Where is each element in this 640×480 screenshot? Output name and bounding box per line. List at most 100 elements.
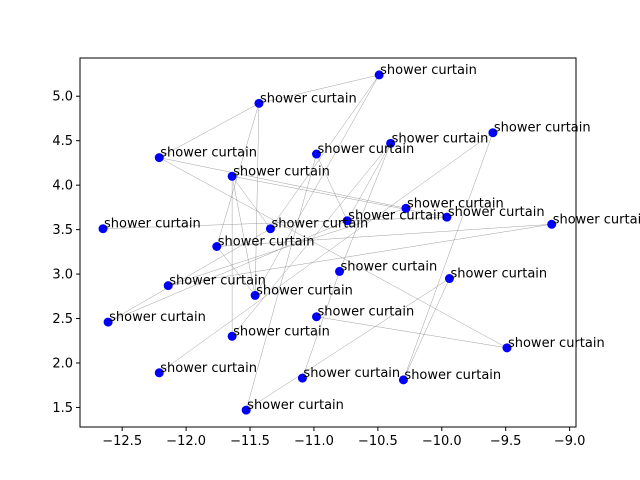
points-layer (98, 70, 557, 415)
point-label: shower curtain (553, 212, 640, 227)
edge-line (246, 278, 450, 411)
data-point (488, 128, 498, 138)
point-label: shower curtain (218, 235, 315, 250)
edge-line (254, 103, 260, 296)
data-point (265, 224, 275, 234)
edge-line (159, 132, 494, 373)
edge-line (302, 271, 340, 379)
point-label: shower curtain (109, 310, 206, 325)
point-label: shower curtain (260, 91, 357, 106)
y-tick-label: 2.5 (52, 312, 73, 327)
x-tick-label: −9.5 (490, 434, 522, 449)
x-tick-label: −12.0 (166, 434, 206, 449)
point-label: shower curtain (233, 164, 330, 179)
point-label: shower curtain (233, 324, 330, 339)
y-tick-label: 4.0 (52, 179, 73, 194)
data-point (398, 375, 408, 385)
data-point (227, 171, 237, 181)
data-point (250, 290, 260, 300)
plot-frame (79, 57, 577, 428)
point-label: shower curtain (160, 146, 257, 161)
point-label: shower curtain (341, 259, 438, 274)
data-point (374, 70, 384, 80)
point-label: shower curtain (247, 398, 344, 413)
point-label: shower curtain (303, 366, 400, 381)
edge-line (316, 316, 508, 349)
point-label: shower curtain (317, 305, 414, 320)
data-point (547, 219, 557, 229)
y-tick-label: 2.0 (52, 356, 73, 371)
x-tick-label: −10.0 (422, 434, 462, 449)
edge-line (254, 74, 380, 296)
edge-line (245, 153, 317, 411)
data-point (227, 331, 237, 341)
data-point (297, 373, 307, 383)
x-tick-label: −12.5 (102, 434, 142, 449)
edge-line (108, 220, 348, 323)
edge-line (231, 143, 391, 337)
edge-line (216, 224, 552, 247)
x-tick-label: −10.5 (358, 434, 398, 449)
data-point (103, 317, 113, 327)
edge-line (159, 157, 407, 209)
edge-line (159, 103, 260, 158)
data-point (444, 274, 454, 284)
y-tick-label: 5.0 (52, 90, 73, 105)
point-label: shower curtain (348, 209, 445, 224)
x-tick-label: −9.0 (554, 434, 586, 449)
edge-line (316, 153, 348, 221)
x-tick-label: −11.0 (294, 434, 334, 449)
data-point (502, 343, 512, 353)
data-point (401, 203, 411, 213)
point-label: shower curtain (104, 217, 201, 232)
data-point (311, 312, 321, 322)
point-label: shower curtain (271, 217, 368, 232)
point-label: shower curtain (450, 267, 547, 282)
y-axis: 1.5 2.0 2.5 3.0 3.5 4.0 4.5 5.0 (52, 90, 80, 416)
x-axis: −12.5 −12.0 −11.5 −11.0 −10.5 −10.0 −9.5 −9.0 (102, 427, 585, 449)
point-label: shower curtain (404, 368, 501, 383)
data-point (154, 368, 164, 378)
edge-line (346, 143, 391, 221)
point-label: shower curtain (256, 283, 353, 298)
point-label: shower curtain (169, 274, 266, 289)
point-label: shower curtain (448, 205, 545, 220)
data-point (442, 212, 452, 222)
edge-line (107, 228, 271, 323)
y-tick-label: 3.5 (52, 223, 73, 238)
data-point (254, 98, 264, 108)
data-point (241, 405, 251, 415)
y-tick-label: 3.0 (52, 268, 73, 283)
point-label: shower curtain (494, 121, 591, 136)
edge-line (232, 176, 447, 218)
data-point (311, 149, 321, 159)
edge-line (168, 224, 552, 286)
edge-line (258, 74, 380, 104)
point-label: shower curtain (317, 142, 414, 157)
edge-line (270, 74, 380, 229)
edge-line (231, 176, 271, 229)
data-point (98, 224, 108, 234)
edge-line (168, 208, 407, 286)
data-point (335, 266, 345, 276)
y-tick-label: 4.5 (52, 134, 73, 149)
y-tick-label: 1.5 (52, 401, 73, 416)
edge-line (103, 216, 447, 229)
edge-line (403, 132, 494, 380)
edge-line (159, 157, 508, 349)
edges-layer (103, 74, 552, 411)
edge-line (231, 176, 256, 296)
edge-line (403, 278, 450, 380)
edge-line (216, 103, 260, 247)
point-label: shower curtain (380, 63, 477, 78)
edge-line (339, 143, 391, 272)
point-label: shower curtain (407, 196, 504, 211)
data-point (386, 138, 396, 148)
point-label: shower curtain (392, 131, 489, 146)
data-point (212, 242, 222, 252)
data-point (154, 153, 164, 163)
data-point (342, 216, 352, 226)
x-tick-label: −11.5 (230, 434, 270, 449)
